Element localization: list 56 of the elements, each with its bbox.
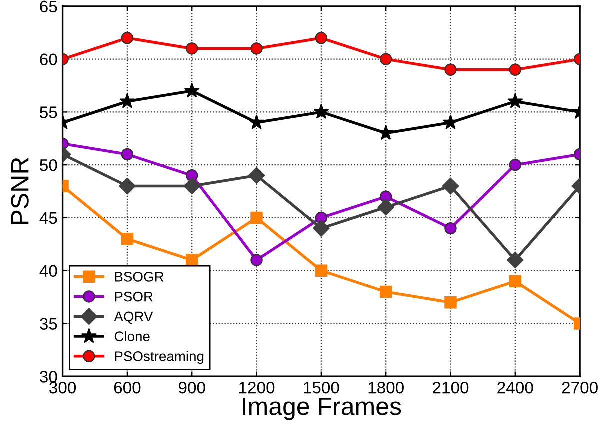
point: [119, 178, 136, 195]
x-tick-label: 2100: [433, 382, 469, 394]
point: [506, 252, 524, 269]
point: [250, 42, 263, 55]
point: [442, 114, 459, 130]
y-tick-label: 65: [40, 0, 58, 13]
point: [120, 93, 136, 108]
point: [380, 286, 392, 298]
point: [186, 254, 198, 266]
point: [314, 104, 330, 119]
point: [315, 264, 328, 277]
y-tick-label: 45: [40, 212, 58, 224]
x-tick-label: 1500: [304, 382, 340, 394]
y-tick-label: 50: [40, 159, 58, 172]
point: [121, 233, 134, 246]
y-tick-label: 35: [40, 318, 58, 330]
legend-label: AQRV: [114, 312, 154, 324]
x-tick-label: 1800: [368, 382, 404, 394]
legend-label: PSOstreaming: [115, 351, 204, 364]
point: [313, 220, 330, 237]
point: [186, 42, 198, 55]
point: [444, 64, 457, 76]
point: [121, 32, 134, 44]
point: [444, 222, 457, 235]
y-tick-label: 60: [40, 54, 58, 66]
point: [508, 93, 524, 108]
point: [442, 178, 460, 195]
y-tick-label: 30: [40, 371, 58, 383]
x-tick-label: 600: [114, 382, 141, 394]
point: [444, 296, 457, 309]
legend-label: BSOGR: [115, 272, 164, 282]
point: [184, 82, 200, 98]
point: [509, 275, 522, 288]
x-axis-title: Image Frames: [243, 398, 402, 420]
point: [509, 64, 522, 76]
x-tick-label: 900: [178, 382, 206, 394]
point: [250, 212, 263, 224]
point: [315, 32, 328, 44]
y-axis-title: PSNR: [11, 158, 29, 224]
x-tick-label: 2700: [562, 382, 598, 394]
x-tick-label: 300: [50, 382, 76, 394]
point: [248, 114, 265, 130]
x-tick-label: 2400: [498, 382, 534, 394]
point: [509, 158, 522, 172]
x-tick-label: 1200: [240, 382, 275, 394]
point: [248, 167, 266, 184]
point: [380, 53, 392, 66]
y-tick-label: 40: [40, 265, 58, 278]
legend-label: PSOR: [115, 292, 153, 302]
point: [378, 125, 394, 140]
point: [121, 148, 134, 161]
point: [250, 254, 263, 266]
point: [184, 178, 201, 195]
point: [378, 198, 394, 216]
legend-label: Clone: [114, 331, 150, 342]
y-tick-label: 55: [40, 106, 58, 118]
